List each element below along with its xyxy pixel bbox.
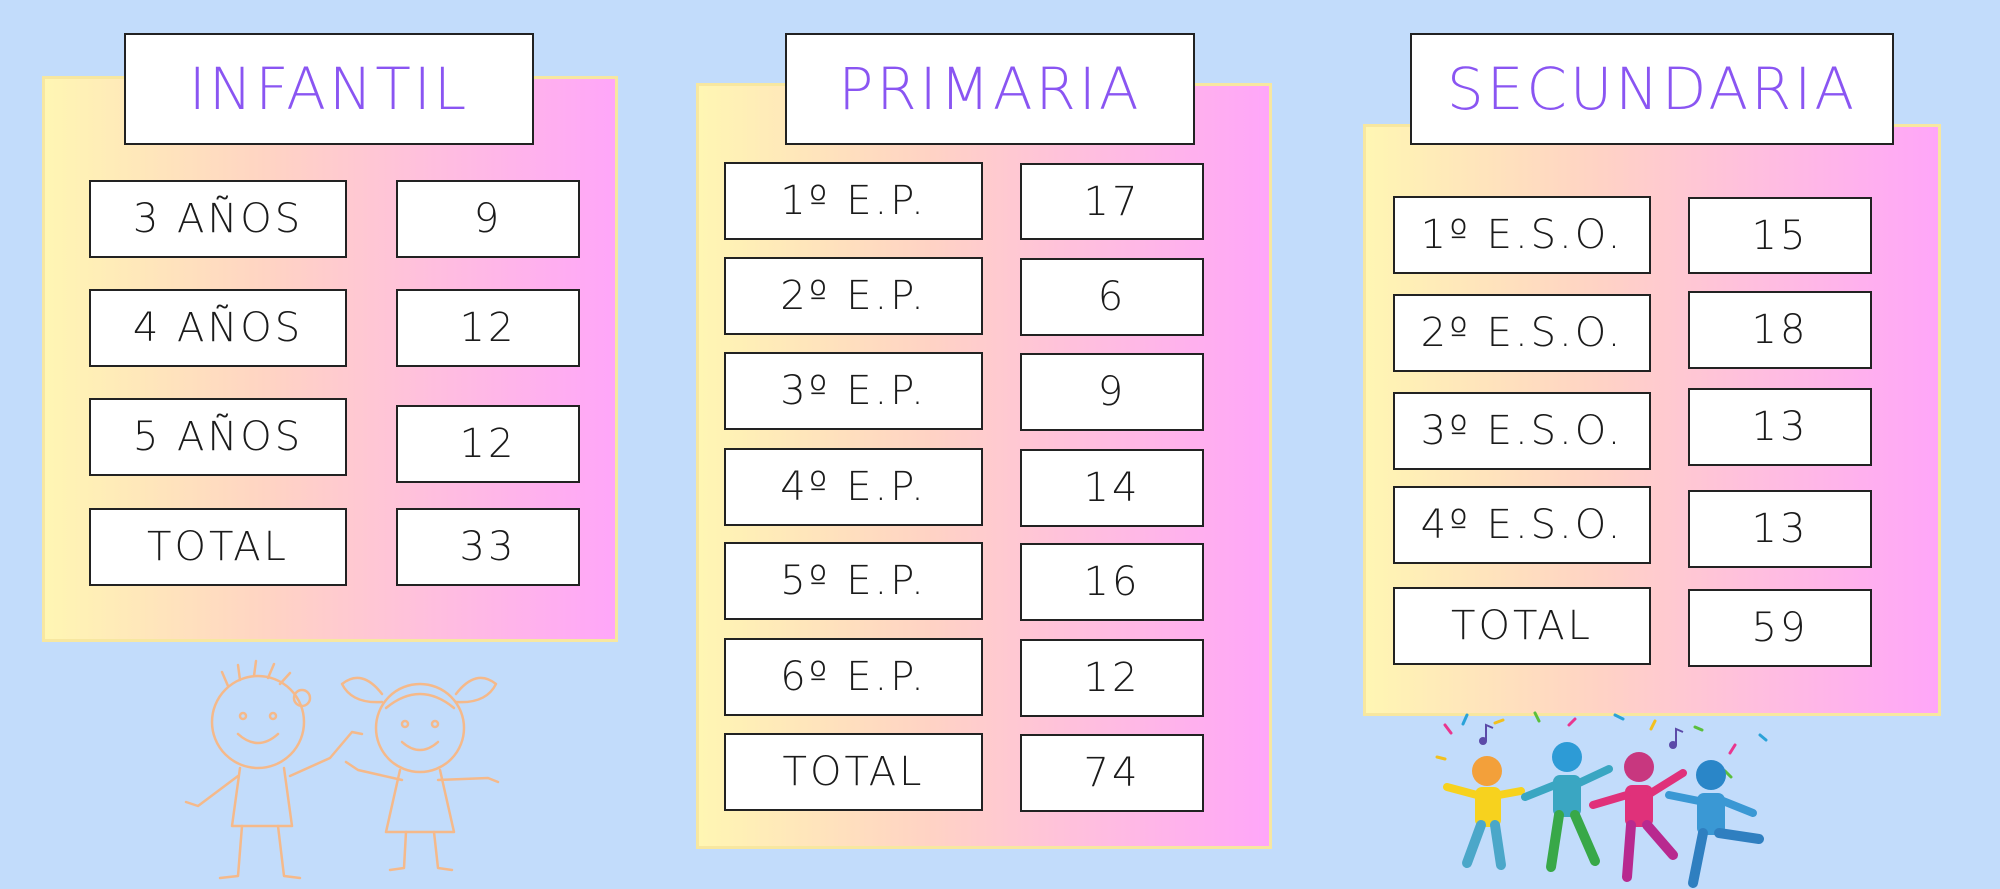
infantil-value-3-anos: 9: [396, 180, 580, 258]
secundaria-value-4: 13: [1688, 490, 1872, 568]
primaria-value-3: 9: [1020, 353, 1204, 431]
infantil-value-4-anos: 12: [396, 289, 580, 367]
dancing-kids-illustration: [1435, 711, 1768, 888]
infantil-label-3-anos: 3 AÑOS: [89, 180, 347, 258]
primaria-value-2: 6: [1020, 258, 1204, 336]
secundaria-label-4: 4º E.S.O.: [1393, 486, 1651, 564]
primaria-label-6: 6º E.P.: [724, 638, 983, 716]
infantil-label-total: TOTAL: [89, 508, 347, 586]
primaria-value-6: 12: [1020, 639, 1204, 717]
secundaria-label-total: TOTAL: [1393, 587, 1651, 665]
secundaria-value-1: 15: [1688, 197, 1872, 274]
infantil-value-5-anos: 12: [396, 405, 580, 483]
secundaria-label-3: 3º E.S.O.: [1393, 392, 1651, 470]
secundaria-value-total: 59: [1688, 589, 1872, 667]
secundaria-label-1: 1º E.S.O.: [1393, 196, 1651, 274]
secundaria-value-3: 13: [1688, 388, 1872, 466]
secundaria-value-2: 18: [1688, 291, 1872, 369]
primaria-label-total: TOTAL: [724, 733, 983, 811]
infantil-title: INFANTIL: [124, 33, 534, 145]
primaria-label-3: 3º E.P.: [724, 352, 983, 430]
infantil-value-total: 33: [396, 508, 580, 586]
primaria-value-5: 16: [1020, 543, 1204, 621]
primaria-value-total: 74: [1020, 734, 1204, 812]
infantil-label-5-anos: 5 AÑOS: [89, 398, 347, 476]
primaria-label-4: 4º E.P.: [724, 448, 983, 526]
primaria-value-4: 14: [1020, 449, 1204, 527]
secundaria-label-2: 2º E.S.O.: [1393, 294, 1651, 372]
secundaria-title: SECUNDARIA: [1410, 33, 1894, 145]
primaria-label-1: 1º E.P.: [724, 162, 983, 240]
infantil-label-4-anos: 4 AÑOS: [89, 289, 347, 367]
kids-sketch-illustration: [184, 659, 500, 880]
primaria-label-2: 2º E.P.: [724, 257, 983, 335]
primaria-title: PRIMARIA: [785, 33, 1195, 145]
primaria-label-5: 5º E.P.: [724, 542, 983, 620]
primaria-value-1: 17: [1020, 163, 1204, 240]
